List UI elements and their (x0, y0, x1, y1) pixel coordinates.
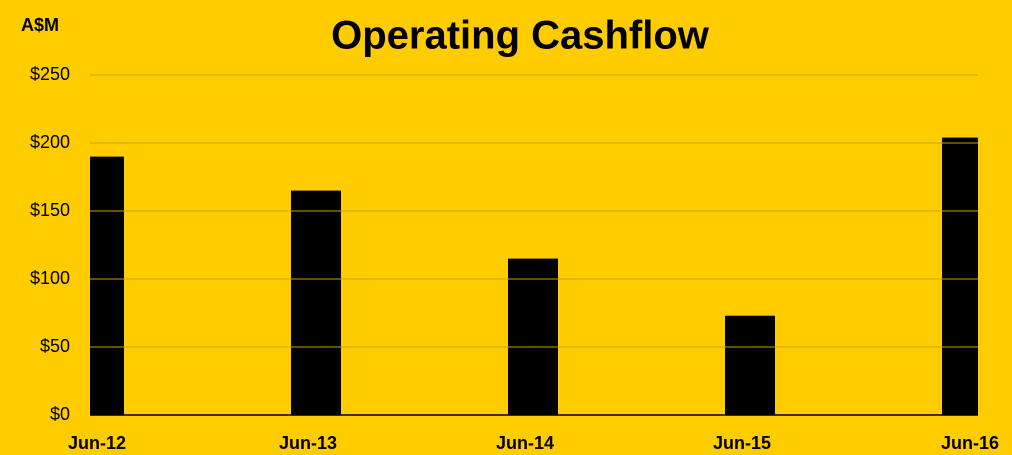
y-tick-label: $200 (30, 132, 70, 152)
chart-title: Operating Cashflow (331, 14, 710, 58)
y-tick-label: $150 (30, 200, 70, 220)
bar (291, 190, 341, 415)
y-tick-label: $100 (30, 268, 70, 288)
x-tick-label: Jun-15 (713, 433, 771, 453)
y-tick-label: $250 (30, 64, 70, 84)
y-tick-label: $50 (40, 336, 70, 356)
x-tick-label: Jun-13 (279, 433, 337, 453)
x-tick-label: Jun-16 (941, 433, 999, 453)
bar (725, 315, 775, 415)
bar (508, 258, 558, 415)
bar (90, 156, 124, 415)
y-tick-label: $0 (50, 404, 70, 424)
x-tick-label: Jun-14 (496, 433, 554, 453)
y-axis-label: A$M (21, 15, 59, 35)
bar (942, 137, 978, 415)
x-tick-label: Jun-12 (68, 433, 126, 453)
